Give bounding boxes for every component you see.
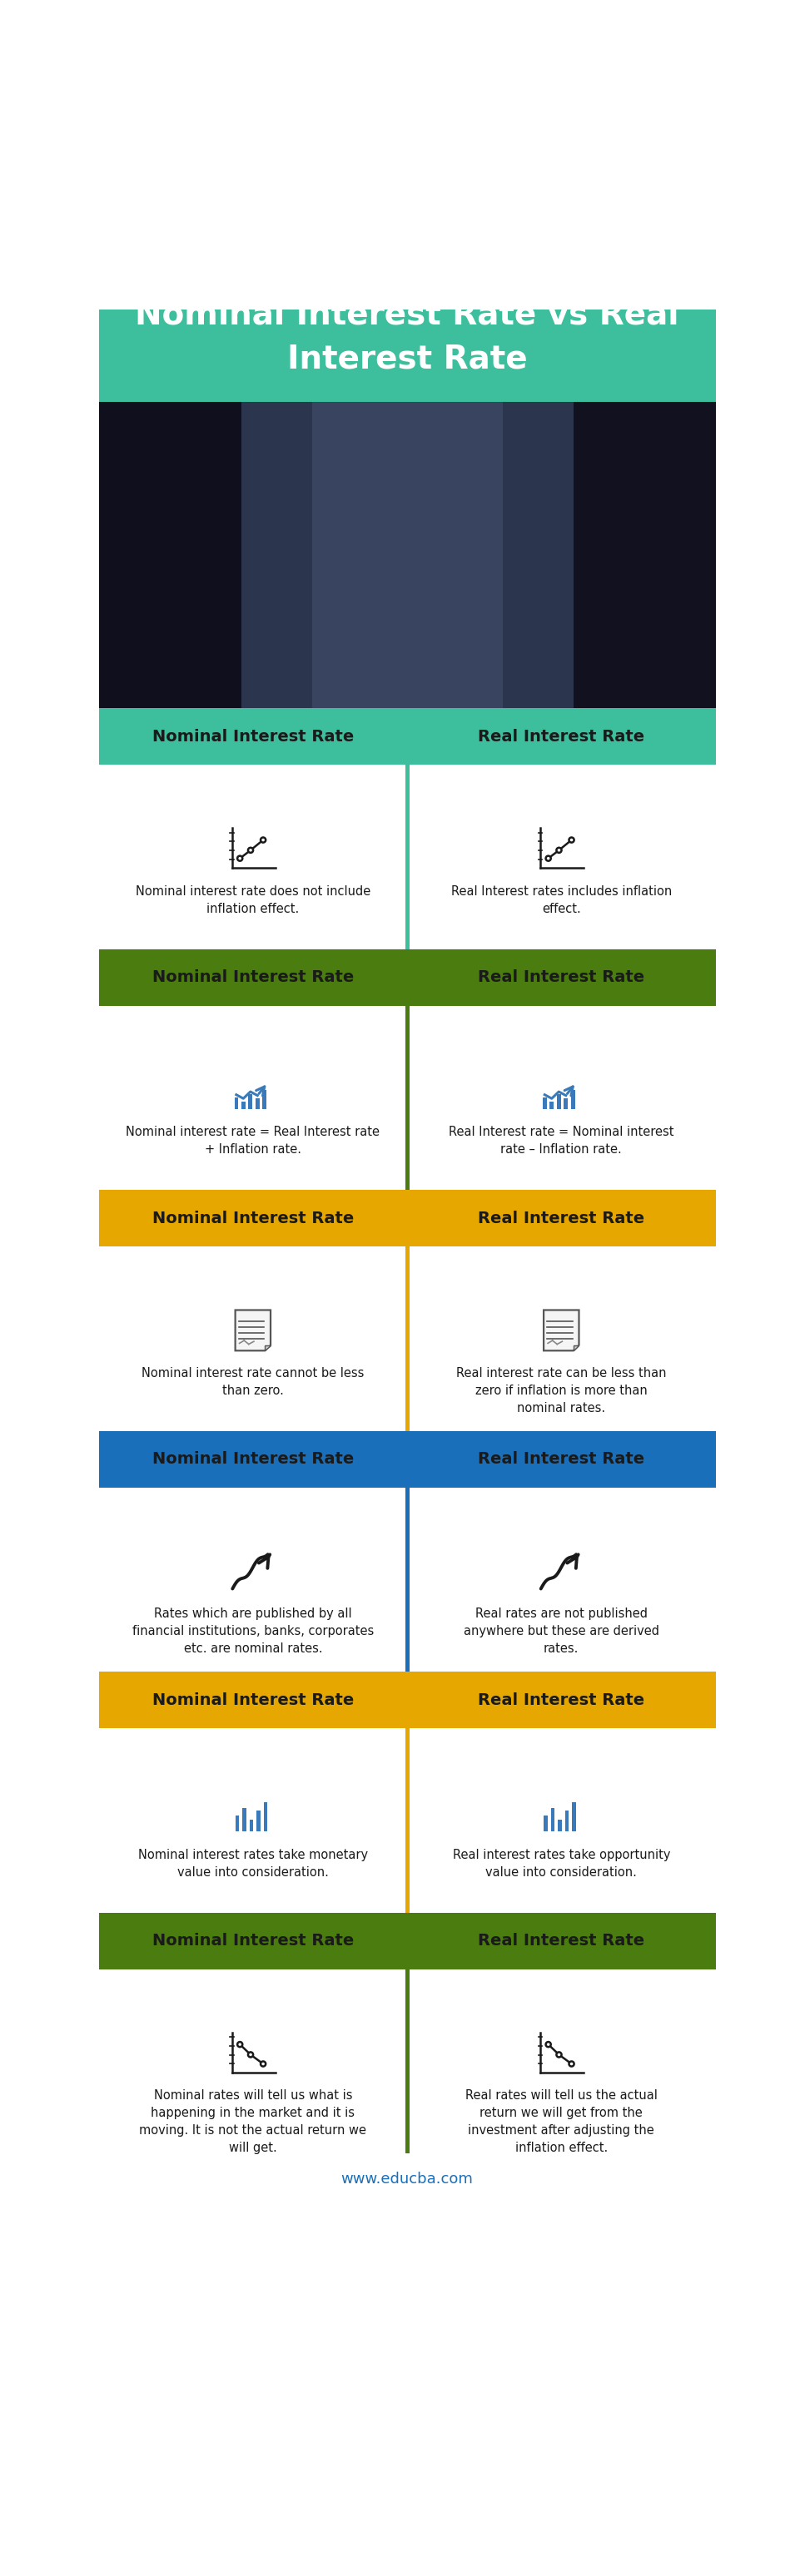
Bar	[572, 1803, 576, 1832]
Bar	[235, 1816, 239, 1832]
Text: Nominal Interest Rate: Nominal Interest Rate	[152, 729, 354, 744]
Bar	[99, 402, 716, 708]
Circle shape	[261, 2061, 266, 2066]
Bar	[263, 1803, 267, 1832]
Bar	[99, 1672, 716, 1728]
Text: Nominal rates will tell us what is
happening in the market and it is
moving. It : Nominal rates will tell us what is happe…	[139, 2089, 366, 2154]
Text: Real Interest rate = Nominal interest
rate – Inflation rate.: Real Interest rate = Nominal interest ra…	[448, 1126, 674, 1157]
Bar	[405, 1486, 409, 1672]
Bar	[99, 1190, 716, 1247]
Circle shape	[238, 2043, 242, 2048]
Circle shape	[238, 855, 242, 860]
Text: Nominal Interest Rate: Nominal Interest Rate	[152, 1211, 354, 1226]
Text: Nominal Interest Rate: Nominal Interest Rate	[152, 1450, 354, 1466]
Circle shape	[248, 848, 253, 853]
Polygon shape	[573, 1345, 579, 1350]
Text: Real Interest rates includes inflation
effect.: Real Interest rates includes inflation e…	[451, 886, 672, 914]
Text: Real Interest Rate: Real Interest Rate	[478, 729, 645, 744]
Bar	[99, 1005, 716, 1190]
Bar	[550, 1103, 553, 1108]
Bar	[250, 1819, 254, 1832]
Bar	[99, 708, 716, 765]
Text: Nominal Interest Rate: Nominal Interest Rate	[152, 1932, 354, 1950]
Bar	[99, 1430, 716, 1486]
Bar	[312, 402, 502, 708]
Circle shape	[248, 2053, 253, 2058]
Text: Real rates are not published
anywhere but these are derived
rates.: Real rates are not published anywhere bu…	[463, 1607, 659, 1656]
Bar	[255, 1097, 259, 1108]
Bar	[573, 402, 716, 708]
Text: Nominal interest rate = Real Interest rate
+ Inflation rate.: Nominal interest rate = Real Interest ra…	[126, 1126, 380, 1157]
Text: Real Interest Rate: Real Interest Rate	[478, 1211, 645, 1226]
Text: Nominal Interest Rate: Nominal Interest Rate	[152, 1692, 354, 1708]
Bar	[242, 402, 573, 708]
Text: Nominal interest rates take monetary
value into consideration.: Nominal interest rates take monetary val…	[138, 1850, 368, 1878]
Bar	[564, 1097, 568, 1108]
Circle shape	[545, 2043, 551, 2048]
Text: Real interest rate can be less than
zero if inflation is more than
nominal rates: Real interest rate can be less than zero…	[456, 1368, 666, 1414]
Text: www.educba.com: www.educba.com	[341, 2172, 473, 2187]
Bar	[99, 402, 242, 708]
Bar	[405, 765, 409, 948]
Text: Nominal interest rate does not include
inflation effect.: Nominal interest rate does not include i…	[135, 886, 370, 914]
Bar	[99, 1914, 716, 1968]
Bar	[242, 1103, 246, 1108]
Text: Nominal Interest Rate vs Real
Interest Rate: Nominal Interest Rate vs Real Interest R…	[135, 299, 679, 376]
Bar	[405, 1968, 409, 2154]
Bar	[262, 1090, 266, 1108]
Bar	[99, 948, 716, 1005]
Bar	[405, 1728, 409, 1914]
Bar	[543, 1097, 547, 1108]
Polygon shape	[544, 1311, 579, 1350]
Circle shape	[569, 2061, 574, 2066]
Text: Real interest rates take opportunity
value into consideration.: Real interest rates take opportunity val…	[452, 1850, 670, 1878]
Circle shape	[556, 848, 561, 853]
Text: Real Interest Rate: Real Interest Rate	[478, 969, 645, 984]
Bar	[544, 1816, 548, 1832]
Bar	[249, 1095, 252, 1108]
Text: Rates which are published by all
financial institutions, banks, corporates
etc. : Rates which are published by all financi…	[132, 1607, 374, 1656]
Bar	[99, 1968, 716, 2154]
Polygon shape	[235, 1311, 270, 1350]
Bar	[405, 1005, 409, 1190]
Circle shape	[556, 2053, 561, 2058]
Bar	[405, 1247, 409, 1430]
Polygon shape	[265, 1345, 270, 1350]
Text: Real Interest Rate: Real Interest Rate	[478, 1450, 645, 1466]
Bar	[242, 1808, 246, 1832]
Text: Nominal Interest Rate: Nominal Interest Rate	[152, 969, 354, 984]
Bar	[556, 1095, 560, 1108]
Bar	[564, 1811, 568, 1832]
Bar	[558, 1819, 561, 1832]
Bar	[235, 1097, 238, 1108]
Bar	[99, 309, 716, 402]
Circle shape	[261, 837, 266, 842]
Bar	[99, 765, 716, 948]
Circle shape	[545, 855, 551, 860]
Text: Real Interest Rate: Real Interest Rate	[478, 1932, 645, 1950]
Bar	[571, 1090, 575, 1108]
Bar	[551, 1808, 555, 1832]
Bar	[99, 1247, 716, 1430]
Circle shape	[569, 837, 574, 842]
Text: Nominal interest rate cannot be less
than zero.: Nominal interest rate cannot be less tha…	[142, 1368, 364, 1396]
Bar	[99, 1728, 716, 1914]
Text: Real rates will tell us the actual
return we will get from the
investment after : Real rates will tell us the actual retur…	[465, 2089, 657, 2154]
Bar	[257, 1811, 260, 1832]
Bar	[99, 1486, 716, 1672]
Text: Real Interest Rate: Real Interest Rate	[478, 1692, 645, 1708]
